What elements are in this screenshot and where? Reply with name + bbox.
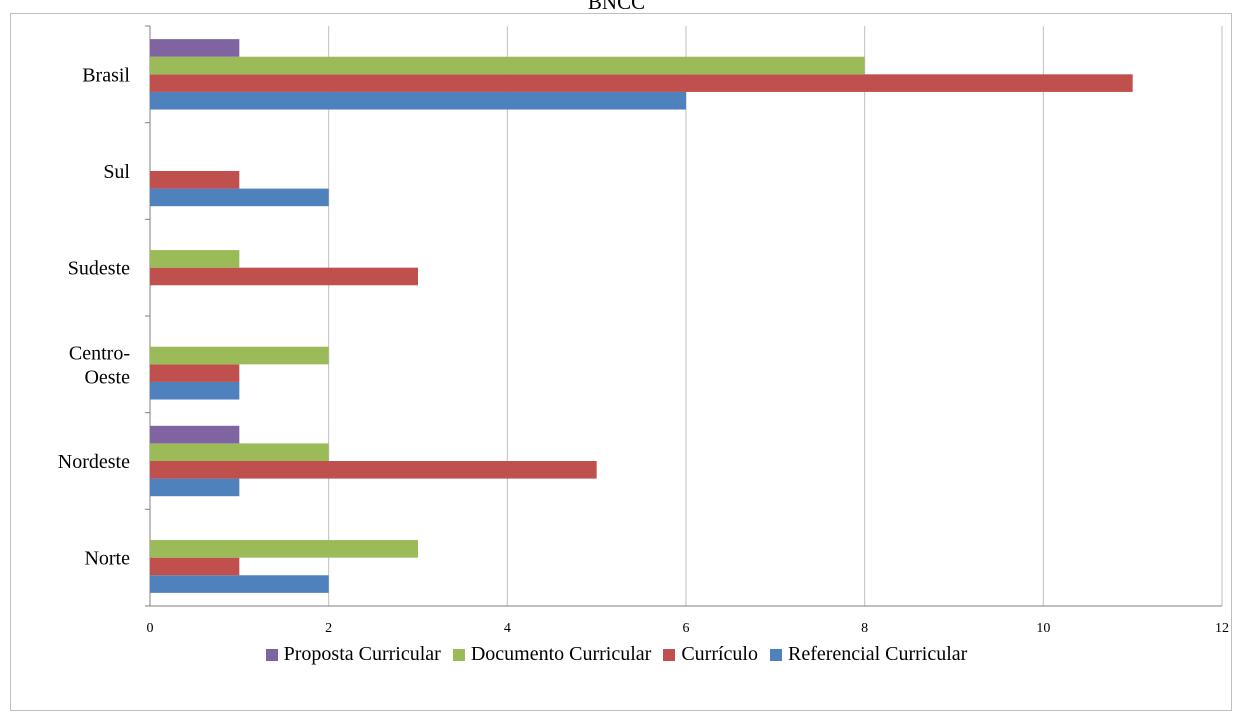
x-tick-label: 4 bbox=[504, 621, 511, 636]
legend-label: Referencial Curricular bbox=[787, 643, 968, 665]
chart-border bbox=[10, 13, 1232, 711]
bar-documento-curricular-nordeste bbox=[150, 443, 329, 461]
legend-item-documento-curricular: Documento Curricular bbox=[452, 643, 652, 666]
legend-label: Proposta Curricular bbox=[283, 643, 441, 665]
x-tick-label: 6 bbox=[683, 621, 690, 636]
legend-swatch bbox=[663, 648, 676, 661]
y-category-label: Centro- bbox=[69, 342, 130, 364]
x-tick-label: 8 bbox=[861, 621, 868, 636]
y-category-label: Nordeste bbox=[58, 451, 130, 473]
legend-label: Currículo bbox=[681, 643, 758, 665]
chart-title: BNCC bbox=[587, 0, 646, 14]
y-category-label: Brasil bbox=[82, 64, 130, 86]
bar-documento-curricular-brasil bbox=[150, 56, 865, 75]
bar-curriculo-sul bbox=[150, 171, 240, 189]
y-category-label: Sudeste bbox=[68, 258, 130, 280]
bar-documento-curricular-centro-oeste bbox=[150, 346, 329, 365]
bar-referencial-curricular-centro-oeste bbox=[150, 381, 240, 400]
bar-documento-curricular-sudeste bbox=[150, 250, 240, 268]
bar-referencial-curricular-norte bbox=[150, 575, 329, 593]
x-tick-label: 12 bbox=[1215, 621, 1229, 636]
legend-item-curriculo: Currículo bbox=[663, 643, 758, 666]
y-category-label: Sul bbox=[103, 161, 130, 183]
bar-curriculo-nordeste bbox=[150, 461, 597, 479]
y-category-label: Oeste bbox=[84, 366, 130, 388]
bar-curriculo-sudeste bbox=[150, 267, 418, 286]
legend-item-referencial-curricular: Referencial Curricular bbox=[769, 643, 968, 666]
bar-proposta-curricular-nordeste bbox=[150, 425, 240, 444]
bar-curriculo-centro-oeste bbox=[150, 364, 240, 382]
legend-swatch bbox=[265, 648, 278, 661]
bar-referencial-curricular-nordeste bbox=[150, 478, 240, 497]
bar-referencial-curricular-brasil bbox=[150, 91, 686, 110]
legend-label: Documento Curricular bbox=[470, 643, 652, 665]
bar-referencial-curricular-sul bbox=[150, 188, 329, 207]
y-category-label: Norte bbox=[84, 548, 130, 570]
bar-curriculo-norte bbox=[150, 557, 240, 576]
x-tick-label: 0 bbox=[147, 621, 154, 636]
legend-swatch bbox=[452, 648, 465, 661]
x-tick-label: 2 bbox=[325, 621, 332, 636]
bar-proposta-curricular-brasil bbox=[150, 39, 240, 57]
legend-item-proposta-curricular: Proposta Curricular bbox=[265, 643, 441, 666]
bar-curriculo-brasil bbox=[150, 74, 1133, 92]
x-tick-label: 10 bbox=[1036, 621, 1050, 636]
legend: Proposta Curricular Documento Curricular C… bbox=[0, 643, 1233, 666]
legend-swatch bbox=[769, 648, 782, 661]
bar-documento-curricular-norte bbox=[150, 540, 418, 558]
